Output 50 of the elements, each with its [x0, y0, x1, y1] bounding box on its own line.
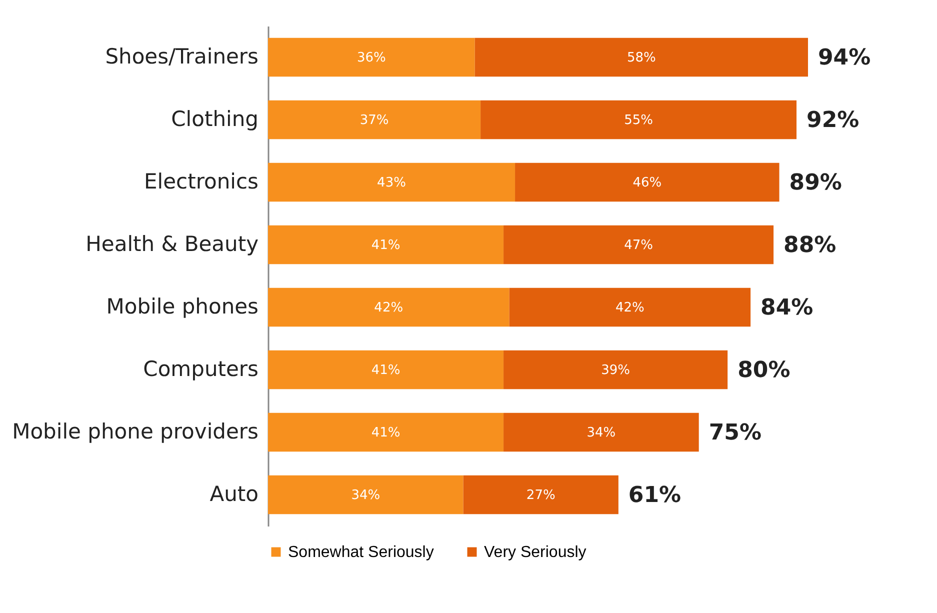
data-label: 42% — [374, 300, 404, 316]
bar — [463, 475, 618, 514]
y-tick-label: Mobile phones — [106, 294, 258, 318]
y-tick-label: Auto — [210, 482, 258, 506]
bar — [268, 162, 516, 202]
bar — [268, 288, 510, 327]
y-tick-label: Clothing — [171, 106, 258, 131]
y-tick-label: Health & Beauty — [86, 232, 258, 256]
bar — [504, 412, 699, 452]
y-tick-label: Shoes/Trainers — [105, 44, 258, 68]
data-label: 37% — [360, 112, 389, 128]
total-label: 75% — [708, 420, 762, 446]
bar — [509, 288, 751, 327]
total-label: 92% — [806, 108, 860, 133]
data-label: 36% — [356, 50, 386, 66]
data-label: 46% — [632, 175, 662, 190]
data-label: 47% — [624, 238, 653, 253]
total-label: 94% — [818, 45, 871, 70]
data-label: 41% — [371, 238, 400, 253]
y-tick-label: Mobile phone providers — [12, 419, 258, 444]
bar — [515, 162, 780, 202]
total-label: 80% — [738, 358, 790, 383]
total-label: 84% — [760, 295, 814, 320]
data-label: 39% — [601, 362, 630, 378]
data-label: 58% — [626, 50, 656, 66]
data-label: 34% — [351, 488, 380, 503]
data-label: 55% — [624, 112, 653, 128]
bar — [268, 350, 504, 390]
y-tick-label: Computers — [143, 356, 258, 381]
bar — [504, 225, 774, 264]
legend-label: Somewhat Seriously — [288, 544, 434, 561]
bar — [268, 38, 475, 77]
total-label: 88% — [784, 232, 836, 258]
data-label: 42% — [615, 300, 644, 316]
bar — [480, 100, 797, 140]
bar — [268, 412, 504, 452]
total-label: 61% — [628, 482, 682, 508]
data-label: 27% — [526, 488, 556, 503]
data-label: 43% — [377, 175, 406, 190]
bar — [474, 38, 808, 77]
bar — [268, 475, 464, 514]
bar — [268, 225, 504, 264]
data-label: 34% — [586, 425, 616, 440]
bar — [504, 350, 728, 390]
data-label: 41% — [371, 362, 400, 378]
total-label: 89% — [789, 170, 842, 196]
bar — [268, 100, 481, 140]
y-tick-label: Electronics — [144, 169, 258, 194]
data-label: 41% — [371, 425, 400, 440]
legend-label: Very Seriously — [484, 544, 586, 561]
